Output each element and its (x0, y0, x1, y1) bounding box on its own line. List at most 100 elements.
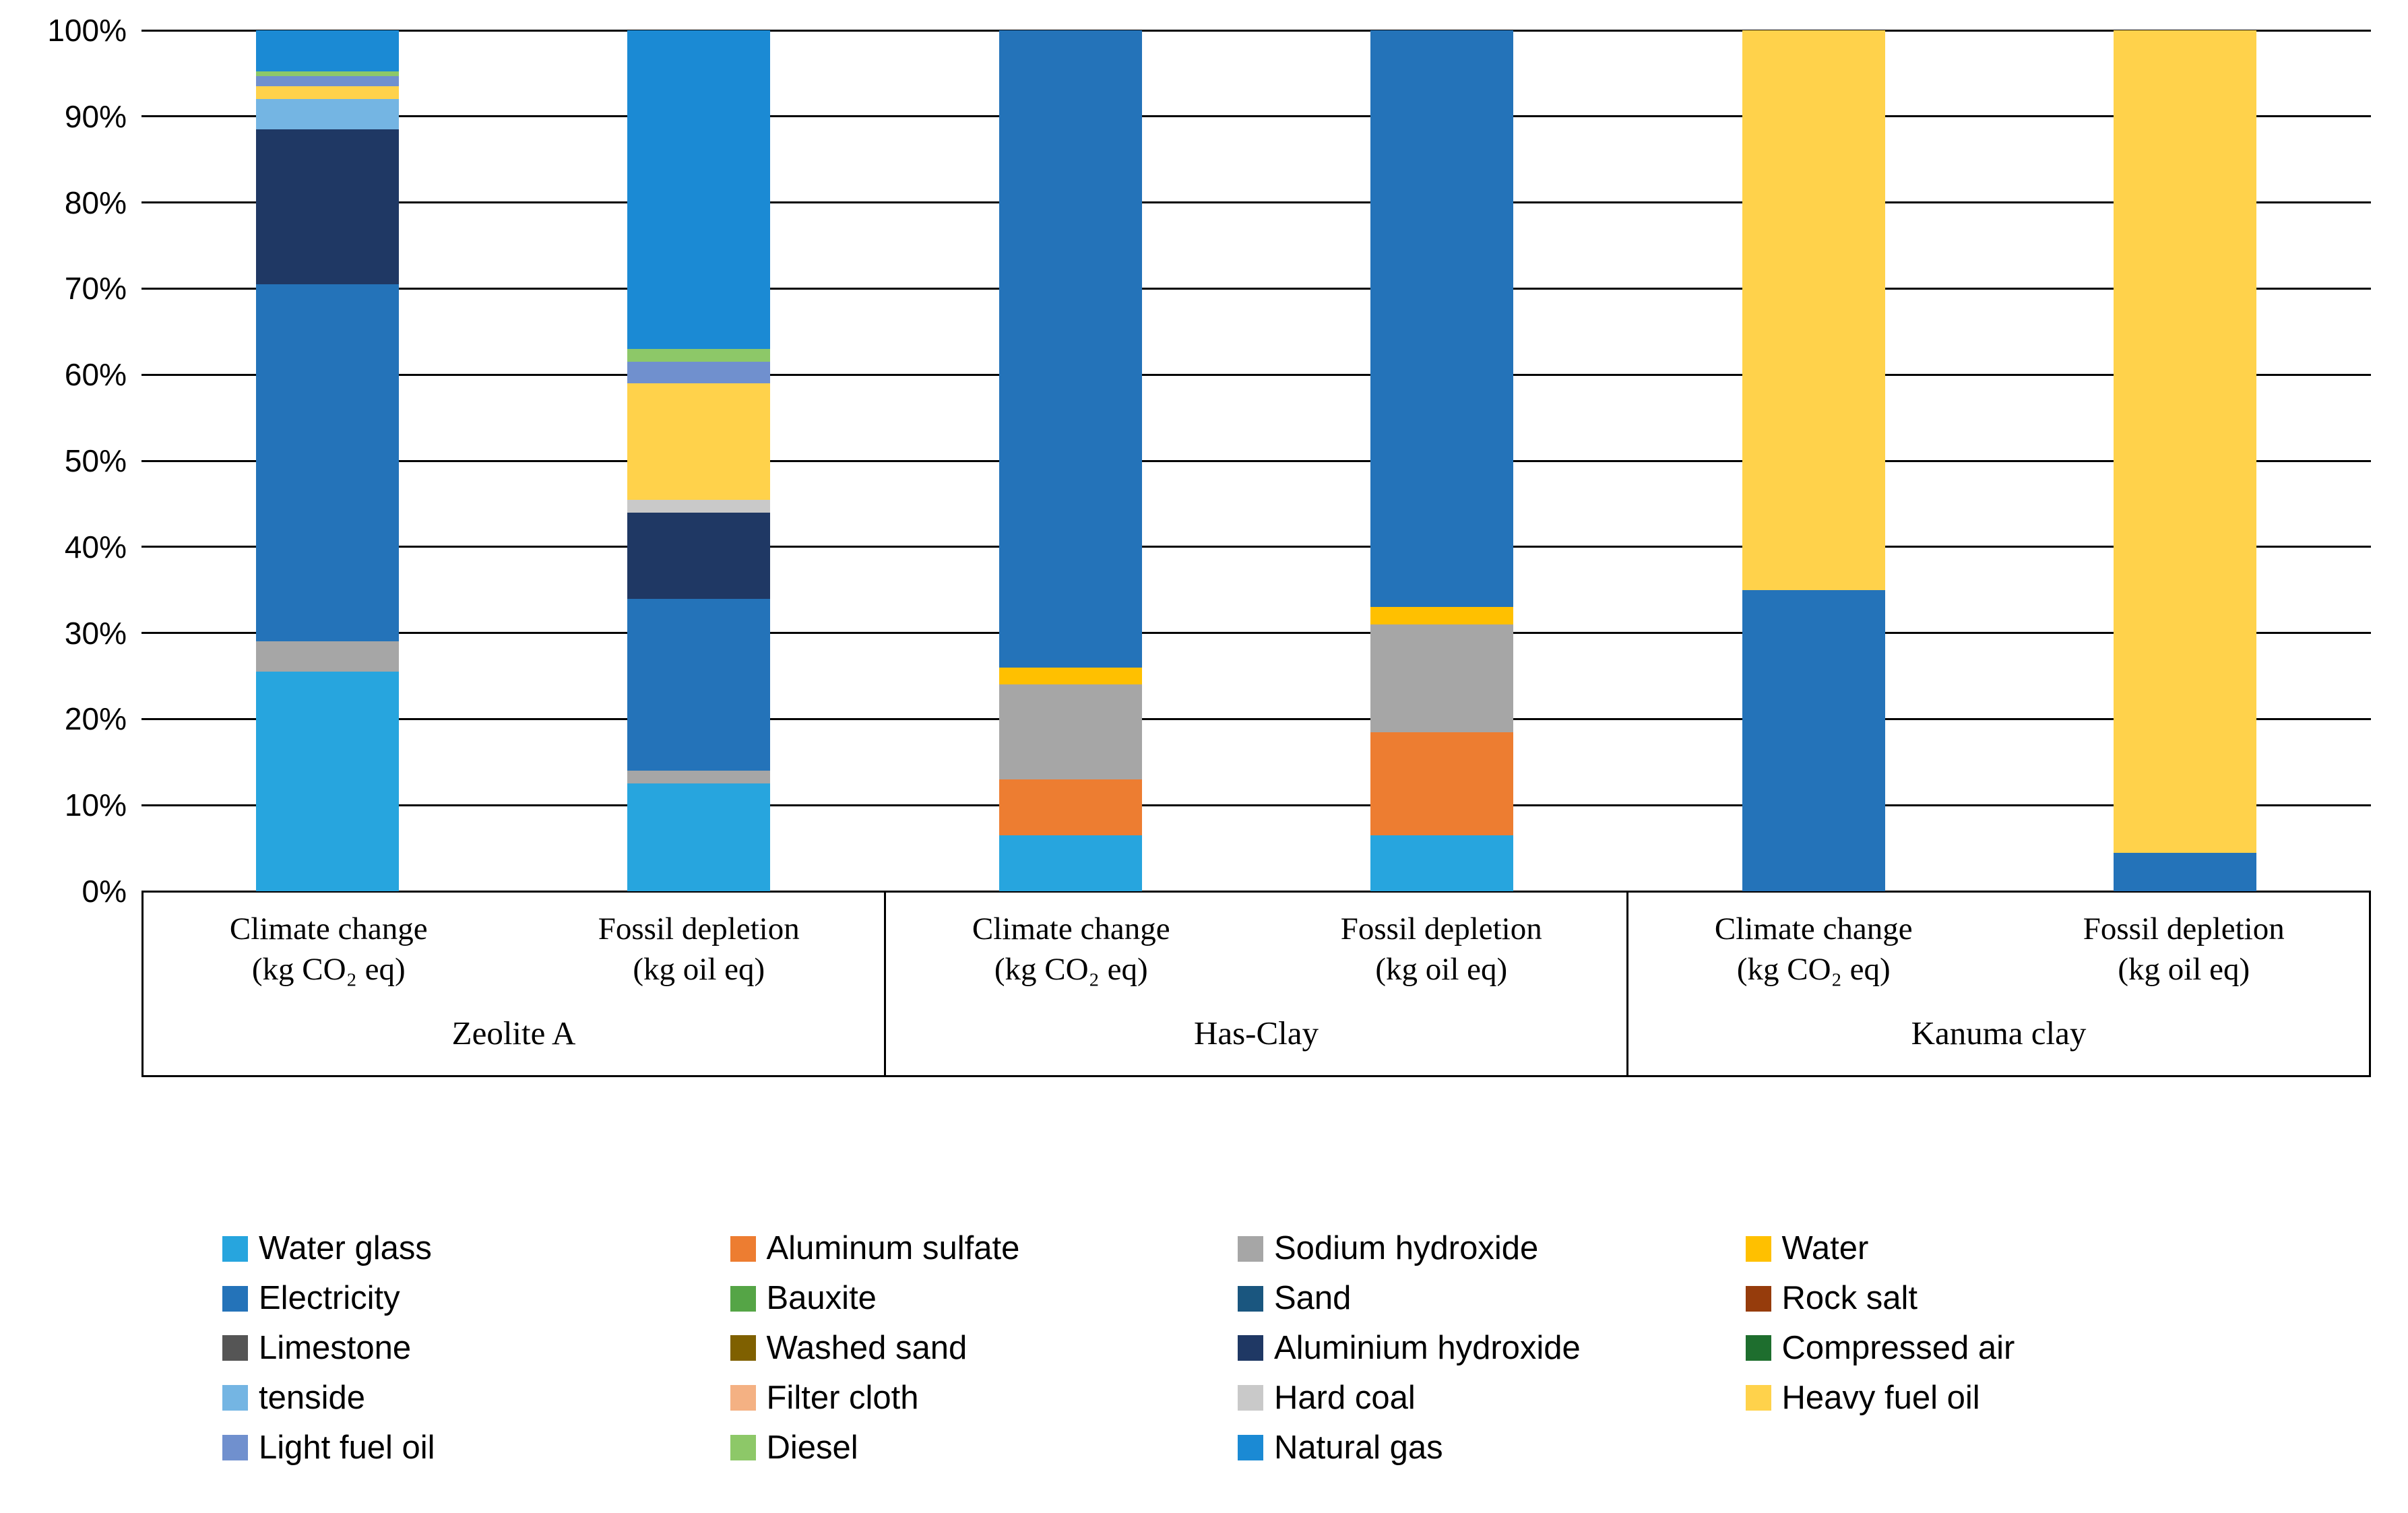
legend-label: Diesel (766, 1429, 858, 1466)
bar-segment-electricity (1370, 30, 1514, 608)
legend-swatch-filter-cloth (730, 1385, 756, 1411)
gridline (141, 632, 2371, 635)
bar-segment-aluminium-hydroxide (255, 129, 399, 285)
stacked-bar-has-clay-climate-change (999, 30, 1142, 891)
y-tick-label: 0% (82, 874, 127, 909)
legend-item-rock-salt: Rock salt (1745, 1279, 2233, 1318)
y-tick-label: 20% (64, 701, 127, 737)
legend-swatch-sodium-hydroxide (1238, 1235, 1263, 1262)
legend-item-tenside: tenside (222, 1378, 710, 1418)
y-tick-label: 50% (64, 443, 127, 478)
bar-segment-water-glass (255, 672, 399, 891)
legend-swatch-diesel (730, 1434, 756, 1460)
legend-swatch-natural-gas (1238, 1434, 1263, 1460)
group-label-zeolite-a: Zeolite A (451, 1015, 576, 1052)
bar-segment-light-fuel-oil (255, 75, 399, 87)
bar-segment-tenside (255, 99, 399, 130)
legend-label: Aluminium hydroxide (1274, 1329, 1581, 1366)
legend: Water glass Aluminum sulfate Sodium hydrox… (222, 1229, 2233, 1467)
legend-swatch-hard-coal (1238, 1385, 1263, 1411)
bar-segment-natural-gas (627, 30, 771, 349)
bar-segment-sodium-hydroxide (255, 641, 399, 672)
bar-segment-water (999, 667, 1142, 685)
legend-item-heavy-fuel-oil: Heavy fuel oil (1745, 1378, 2233, 1418)
bar-labels-row: Climate change (kg CO₂ eq) Fossil depletio… (886, 891, 1626, 994)
bar-segment-heavy-fuel-oil (255, 86, 399, 100)
bar-segment-diesel (255, 71, 399, 76)
bar-segment-aluminum-sulfate (1370, 732, 1514, 835)
legend-label: Sand (1274, 1280, 1352, 1317)
bar-segment-heavy-fuel-oil (1742, 30, 1885, 590)
y-tick-label: 100% (47, 13, 127, 48)
bar-segment-aluminium-hydroxide (627, 512, 771, 599)
legend-label: Heavy fuel oil (1781, 1379, 1980, 1416)
gridline (141, 115, 2371, 118)
legend-label: Aluminum sulfate (766, 1230, 1020, 1267)
y-tick-label: 30% (64, 615, 127, 651)
legend-label: Sodium hydroxide (1274, 1230, 1539, 1267)
legend-item-bauxite: Bauxite (730, 1279, 1218, 1318)
gridline (141, 201, 2371, 204)
legend-item-diesel: Diesel (730, 1428, 1218, 1468)
legend-swatch-limestone (222, 1335, 248, 1361)
legend-label: Electricity (259, 1280, 400, 1317)
stacked-bar-zeolite-a-fossil-depletion (627, 30, 771, 891)
gridline (141, 717, 2371, 720)
bar-segment-water-glass (1370, 835, 1514, 891)
bar-slot (513, 30, 885, 891)
group-cell-has-clay: Climate change (kg CO₂ eq) Fossil depletio… (884, 891, 1626, 1076)
bar-segment-sodium-hydroxide (1370, 624, 1514, 732)
bar-slot (2000, 30, 2372, 891)
legend-swatch-aluminum-sulfate (730, 1235, 756, 1262)
legend-item-water: Water (1745, 1229, 2233, 1268)
legend-label: Limestone (259, 1329, 412, 1366)
gridline (141, 804, 2371, 806)
y-tick-label: 60% (64, 357, 127, 393)
group-cell-kanuma-clay: Climate change (kg CO₂ eq) Fossil depletio… (1626, 891, 2371, 1076)
bar-segment-electricity (2114, 852, 2257, 891)
legend-label: Washed sand (766, 1329, 968, 1366)
legend-label: Filter cloth (766, 1379, 919, 1416)
bar-slot (141, 30, 513, 891)
legend-label: tenside (259, 1379, 366, 1416)
y-tick-label: 10% (64, 787, 127, 823)
gridline (141, 29, 2371, 32)
legend-item-water-glass: Water glass (222, 1229, 710, 1268)
gridline (141, 890, 2371, 893)
legend-swatch-rock-salt (1745, 1285, 1771, 1312)
bar-slot (1257, 30, 1628, 891)
gridline (141, 373, 2371, 376)
bar-segment-water-glass (999, 835, 1142, 891)
legend-label: Light fuel oil (259, 1429, 435, 1466)
chart-plot-row: 0% 10% 20% 30% 40% 50% 60% 70% 80% 90% 100% (47, 13, 2371, 907)
bar-segment-electricity (255, 284, 399, 642)
bar-segment-diesel (627, 348, 771, 362)
legend-swatch-compressed-air (1745, 1335, 1771, 1361)
legend-swatch-light-fuel-oil (222, 1434, 248, 1460)
bars-row (141, 30, 2371, 891)
y-tick-label: 70% (64, 271, 127, 307)
bar-segment-hard-coal (627, 499, 771, 513)
y-tick-label: 80% (64, 185, 127, 220)
category-label: Fossil depletion (kg oil eq) (2083, 911, 2285, 988)
legend-label: Hard coal (1274, 1379, 1416, 1416)
legend-item-sand: Sand (1238, 1279, 1725, 1318)
stacked-bar-kanuma-clay-climate-change (1742, 30, 1885, 891)
legend-item-natural-gas: Natural gas (1238, 1428, 1725, 1468)
category-label: Climate change (kg CO₂ eq) (1714, 911, 1913, 988)
bar-labels-row: Climate change (kg CO₂ eq) Fossil depletio… (144, 891, 884, 994)
legend-item-light-fuel-oil: Light fuel oil (222, 1428, 710, 1468)
category-label: Climate change (kg CO₂ eq) (229, 911, 428, 988)
legend-item-washed-sand: Washed sand (730, 1328, 1218, 1368)
bar-segment-electricity (999, 30, 1142, 668)
legend-swatch-tenside (222, 1385, 248, 1411)
bar-labels-row: Climate change (kg CO₂ eq) Fossil depletio… (1628, 891, 2369, 994)
legend-label: Water glass (259, 1230, 432, 1267)
group-label-kanuma-clay: Kanuma clay (1911, 1015, 2087, 1052)
stacked-bar-zeolite-a-climate-change (255, 30, 399, 891)
category-label: Fossil depletion (kg oil eq) (1340, 911, 1542, 988)
category-label: Fossil depletion (kg oil eq) (598, 911, 800, 988)
legend-swatch-aluminium-hydroxide (1238, 1335, 1263, 1361)
legend-swatch-sand (1238, 1285, 1263, 1312)
legend-item-compressed-air: Compressed air (1745, 1328, 2233, 1368)
